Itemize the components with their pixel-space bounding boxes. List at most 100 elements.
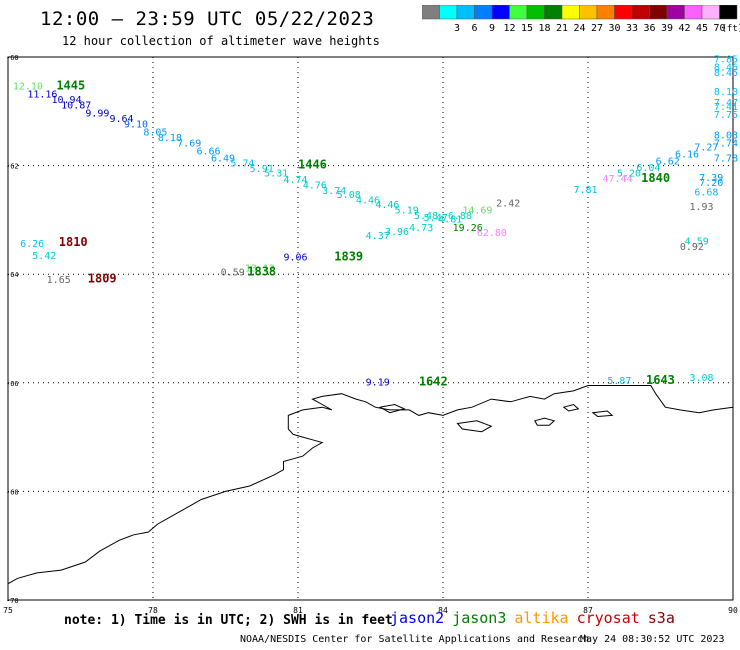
legend-unit: (ft) [722, 24, 740, 34]
wave-height-value: 0.92 [680, 242, 704, 253]
legend-tick-label: 39 [661, 23, 673, 34]
coastline-path [7, 385, 734, 585]
map-frame [7, 56, 734, 601]
wave-height-value: 8.05 [143, 128, 167, 139]
legend-swatch [719, 5, 738, 20]
wave-height-value: 6.68 [694, 187, 718, 198]
wave-height-value: 6.88 [448, 211, 472, 222]
wave-height-value: 7.85 [714, 54, 738, 65]
pass-time-label: 1838 [247, 264, 276, 278]
footer-timestamp: May 24 08:30:52 UTC 2023 [580, 634, 725, 645]
legend-tick-label: 27 [591, 23, 603, 34]
island-outline [562, 403, 580, 412]
island-outline [378, 403, 406, 414]
legend-tick-label: 30 [608, 23, 620, 34]
legend-tick-label: 6 [471, 23, 477, 34]
legend-tick-label: 9 [489, 23, 495, 34]
wave-height-value: 5.48 [414, 211, 438, 222]
legend-tick-label: 15 [521, 23, 533, 34]
wave-height-value: 14.69 [462, 205, 492, 216]
wave-height-value: 7.81 [574, 185, 598, 196]
pass-time-label: 1445 [56, 79, 85, 93]
wave-height-value: 4.73 [409, 223, 433, 234]
wave-height-value: 5.91 [250, 164, 274, 175]
island-outline [534, 417, 556, 426]
wave-height-value: 4.81 [438, 215, 462, 226]
wave-height-value: 9.10 [124, 120, 148, 131]
wave-height-value: 8.03 [714, 130, 738, 141]
wave-height-value: 6.62 [656, 157, 680, 168]
satellite-name-s3a: s3a [647, 609, 675, 627]
wave-height-value: 19.26 [453, 223, 483, 234]
wave-height-value: 7.27 [694, 142, 718, 153]
wave-height-value: 8.45 [714, 68, 738, 79]
pass-time-label: 1446 [298, 157, 327, 171]
wave-height-value: 12.10 [13, 82, 43, 93]
map-subtitle: 12 hour collection of altimeter wave hei… [62, 34, 380, 48]
pass-time-label: 1643 [646, 373, 675, 387]
wave-height-value: 47.44 [603, 174, 633, 185]
legend-tick-label: 33 [626, 23, 638, 34]
wave-height-value: 7.74 [714, 139, 738, 150]
pass-time-label: 1810 [59, 235, 88, 249]
satellite-name-jason2: jason2 [390, 609, 445, 627]
wave-height-value: 7.41 [714, 102, 738, 113]
wave-height-value: 5.19 [395, 205, 419, 216]
wave-height-value: 7.39 [699, 173, 723, 184]
legend-tick-label: 12 [503, 23, 515, 34]
satellite-name-jason3: jason3 [452, 609, 507, 627]
wave-height-value: 8.10 [714, 87, 738, 98]
wave-height-value: 8.18 [158, 133, 182, 144]
wave-height-value: 7.69 [177, 139, 201, 150]
wave-height-value: 5.42 [32, 251, 56, 262]
wave-height-value: 6.66 [197, 147, 221, 158]
island-outline [591, 410, 614, 418]
wave-height-value: 3.08 [690, 373, 714, 384]
satellite-name-cryosat: cryosat [576, 609, 640, 627]
wave-height-value: 3.74 [322, 186, 346, 197]
longitude-tick-label: 87 [583, 606, 593, 615]
wave-height-value: 10.94 [52, 95, 82, 106]
latitude-tick-label: -64 [6, 271, 19, 279]
wave-height-value: 6.04 [636, 163, 660, 174]
map-title: 12:00 – 23:59 UTC 05/22/2023 [40, 8, 375, 30]
latitude-tick-label: -68 [6, 488, 19, 496]
pass-time-label: 1809 [88, 271, 117, 285]
axis-tick-labels: 75 78 81 84 87 90 -60 -62 -64 -66 -68 -70 [3, 54, 738, 615]
wave-height-value: 11.16 [27, 90, 57, 101]
legend-tick-label: 36 [643, 23, 655, 34]
wave-height-value: 62.80 [477, 228, 507, 239]
island-outline [456, 420, 493, 433]
wave-height-value: 8.46 [714, 63, 738, 74]
wave-height-value: 5.74 [230, 159, 254, 170]
legend-tick-label: 70 [713, 23, 725, 34]
wave-height-value: 1.65 [47, 275, 71, 286]
satellite-name-altika: altika [514, 609, 569, 627]
latitude-tick-label: -60 [6, 54, 19, 62]
wave-height-value: 6.26 [20, 239, 44, 250]
pass-time-label: 1839 [334, 250, 363, 264]
longitude-tick-label: 84 [438, 606, 448, 615]
wave-height-value: 6.16 [675, 149, 699, 160]
latitude-tick-label: -70 [6, 597, 19, 605]
wave-height-value: 5.47 [424, 213, 448, 224]
legend-tick-label: 42 [678, 23, 690, 34]
longitude-tick-label: 90 [728, 606, 738, 615]
wave-height-value: 7.47 [714, 98, 738, 109]
wave-height-value: 5.20 [617, 168, 641, 179]
wave-height-value: 9.64 [110, 114, 134, 125]
legend-tick-label: 3 [454, 23, 460, 34]
legend-tick-label: 24 [573, 23, 585, 34]
wave-height-value: 4.46 [356, 196, 380, 207]
wave-height-value: 5.08 [337, 190, 361, 201]
wave-height-value: 4.74 [284, 175, 308, 186]
longitude-tick-label: 81 [293, 606, 303, 615]
legend-tick-label: 45 [696, 23, 708, 34]
wave-height-value: 9.19 [366, 378, 390, 389]
wave-height-value: 4.76 [303, 180, 327, 191]
pass-time-label: 1642 [419, 375, 448, 389]
wave-height-value: 5.31 [264, 168, 288, 179]
wave-height-value: 7.20 [699, 178, 723, 189]
latitude-tick-label: -66 [6, 380, 19, 388]
